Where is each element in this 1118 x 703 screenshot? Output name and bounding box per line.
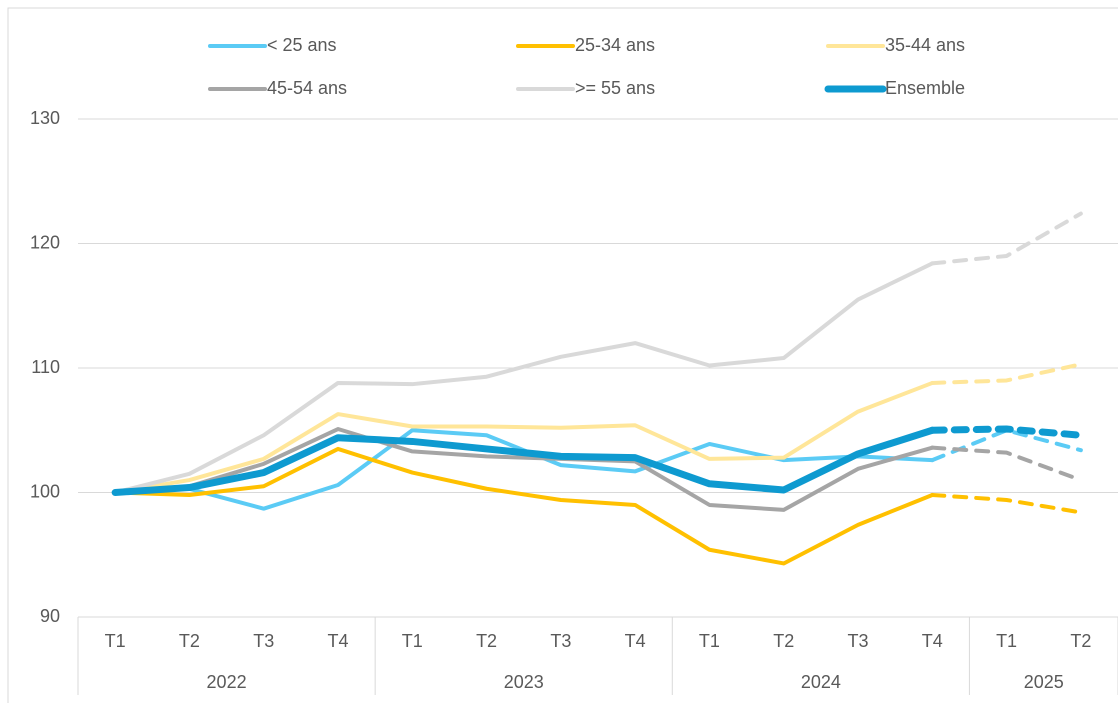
legend-label: 35-44 ans — [885, 35, 965, 55]
x-tick-label: T2 — [773, 631, 794, 651]
y-tick-label: 120 — [30, 232, 60, 252]
series-line — [113, 380, 935, 495]
x-tick-label: T4 — [922, 631, 943, 651]
x-tick-label: T1 — [105, 631, 126, 651]
x-tick-label: T2 — [1070, 631, 1091, 651]
x-tick-label: T2 — [179, 631, 200, 651]
x-group-label: 2022 — [207, 672, 247, 692]
series-line — [111, 426, 936, 496]
legend-label: 45-54 ans — [267, 78, 347, 98]
x-tick-label: T4 — [327, 631, 348, 651]
x-tick-label: T1 — [996, 631, 1017, 651]
x-group-label: 2025 — [1024, 672, 1064, 692]
x-tick-label: T3 — [253, 631, 274, 651]
chart-frame — [7, 7, 1118, 703]
x-tick-label: T3 — [550, 631, 571, 651]
series-line-projection — [928, 425, 1085, 439]
legend-label: < 25 ans — [267, 35, 337, 55]
y-tick-label: 100 — [30, 481, 60, 501]
y-tick-label: 130 — [30, 108, 60, 128]
x-group-label: 2023 — [504, 672, 544, 692]
x-tick-label: T3 — [847, 631, 868, 651]
series-line — [113, 261, 935, 495]
series-line — [113, 427, 935, 512]
series-line — [113, 446, 935, 566]
series-line-projection — [930, 492, 1083, 515]
legend-label: 25-34 ans — [575, 35, 655, 55]
x-tick-label: T4 — [625, 631, 646, 651]
y-tick-label: 110 — [31, 357, 60, 377]
series-line-projection — [930, 445, 1083, 483]
legend-label: Ensemble — [885, 78, 965, 98]
x-tick-label: T2 — [476, 631, 497, 651]
series-line-projection — [930, 362, 1083, 385]
x-group-label: 2024 — [801, 672, 841, 692]
x-tick-label: T1 — [699, 631, 720, 651]
legend-label: >= 55 ans — [575, 78, 655, 98]
series-line-projection — [930, 428, 1083, 463]
y-tick-label: 90 — [40, 606, 60, 626]
series-line-projection — [930, 211, 1083, 266]
x-tick-label: T1 — [402, 631, 423, 651]
